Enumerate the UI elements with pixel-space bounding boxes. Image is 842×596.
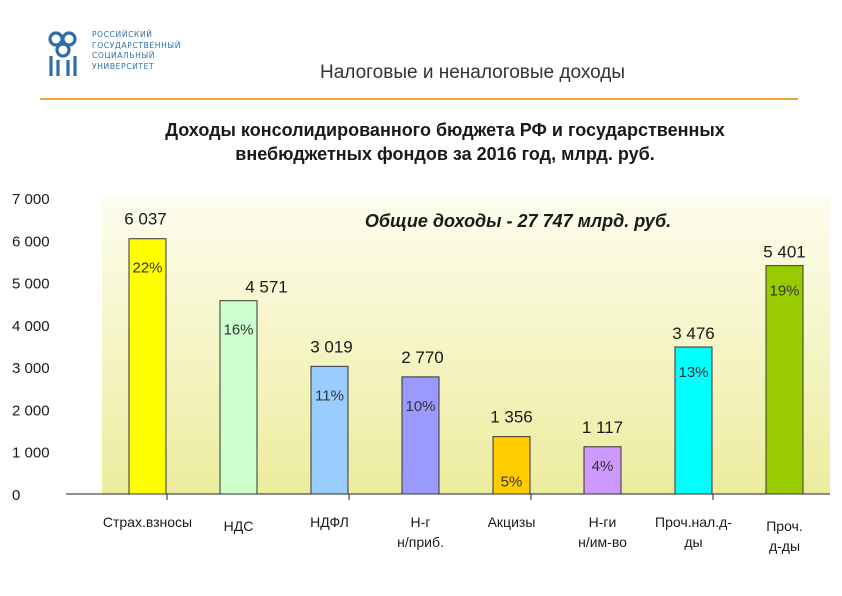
bar xyxy=(674,346,713,495)
x-category-label: Проч.нал.д- xyxy=(655,514,732,530)
bar xyxy=(765,265,804,495)
university-name-line: СОЦИАЛЬНЫЙ xyxy=(92,51,156,60)
x-category-label: Н-ги xyxy=(589,514,617,530)
title-divider xyxy=(40,98,798,100)
x-category-label: н/приб. xyxy=(397,534,444,550)
bar xyxy=(492,436,531,495)
x-category-label: НДФЛ xyxy=(310,514,349,530)
y-tick-label: 4 000 xyxy=(12,318,50,335)
bar-share-label: 22% xyxy=(132,260,162,277)
bar xyxy=(583,446,622,495)
bar xyxy=(401,376,440,495)
x-category-label: н/им-во xyxy=(578,534,627,550)
bar xyxy=(219,300,258,495)
total-income-annotation: Общие доходы - 27 747 млрд. руб. xyxy=(365,211,671,231)
x-category-label: д-ды xyxy=(769,538,800,554)
bar-share-label: 10% xyxy=(405,398,435,415)
x-category-label: НДС xyxy=(224,518,254,534)
bar xyxy=(128,238,167,495)
university-name: РОССИЙСКИЙ ГОСУДАРСТВЕННЫЙ СОЦИАЛЬНЫЙ УН… xyxy=(92,30,181,72)
y-tick-label: 0 xyxy=(12,487,20,504)
bar-share-label: 4% xyxy=(592,458,614,475)
x-category-label: Акцизы xyxy=(488,514,536,530)
bar-share-label: 5% xyxy=(501,474,523,491)
bar-value-label: 4 571 xyxy=(245,278,288,297)
section-title: Налоговые и неналоговые доходы xyxy=(320,62,626,83)
bar xyxy=(310,365,349,495)
bar-value-label: 1 356 xyxy=(490,408,533,427)
chart-title-line: внебюджетных фондов за 2016 год, млрд. р… xyxy=(235,144,655,164)
university-logo-icon xyxy=(48,31,77,76)
bar-value-label: 2 770 xyxy=(401,348,444,367)
y-tick-label: 6 000 xyxy=(12,233,50,250)
y-tick-label: 2 000 xyxy=(12,402,50,419)
university-name-line: ГОСУДАРСТВЕННЫЙ xyxy=(92,40,181,50)
plot-area xyxy=(102,198,830,494)
x-category-label: ды xyxy=(684,534,702,550)
x-category-label: Страх.взносы xyxy=(103,514,192,530)
chart-title: Доходы консолидированного бюджета РФ и г… xyxy=(60,118,830,166)
chart-title-line: Доходы консолидированного бюджета РФ и г… xyxy=(165,120,725,140)
x-category-label: Н-г xyxy=(411,514,431,530)
y-tick-label: 3 000 xyxy=(12,360,50,377)
bar-value-label: 5 401 xyxy=(763,243,806,262)
bar-value-label: 3 019 xyxy=(310,337,353,356)
x-category-label: Проч. xyxy=(766,518,803,534)
bar-value-label: 3 476 xyxy=(672,324,715,343)
university-name-line: РОССИЙСКИЙ xyxy=(92,30,153,39)
y-tick-label: 1 000 xyxy=(12,445,50,462)
bar-value-label: 1 117 xyxy=(582,418,623,437)
y-tick-label: 5 000 xyxy=(12,276,50,293)
bar-share-label: 16% xyxy=(223,322,253,339)
bar-share-label: 11% xyxy=(315,387,344,404)
bar-share-label: 19% xyxy=(769,283,799,300)
university-name-line: УНИВЕРСИТЕТ xyxy=(92,61,155,71)
bar-value-label: 6 037 xyxy=(124,210,167,229)
bar-share-label: 13% xyxy=(678,364,708,381)
y-tick-label: 7 000 xyxy=(12,191,50,208)
